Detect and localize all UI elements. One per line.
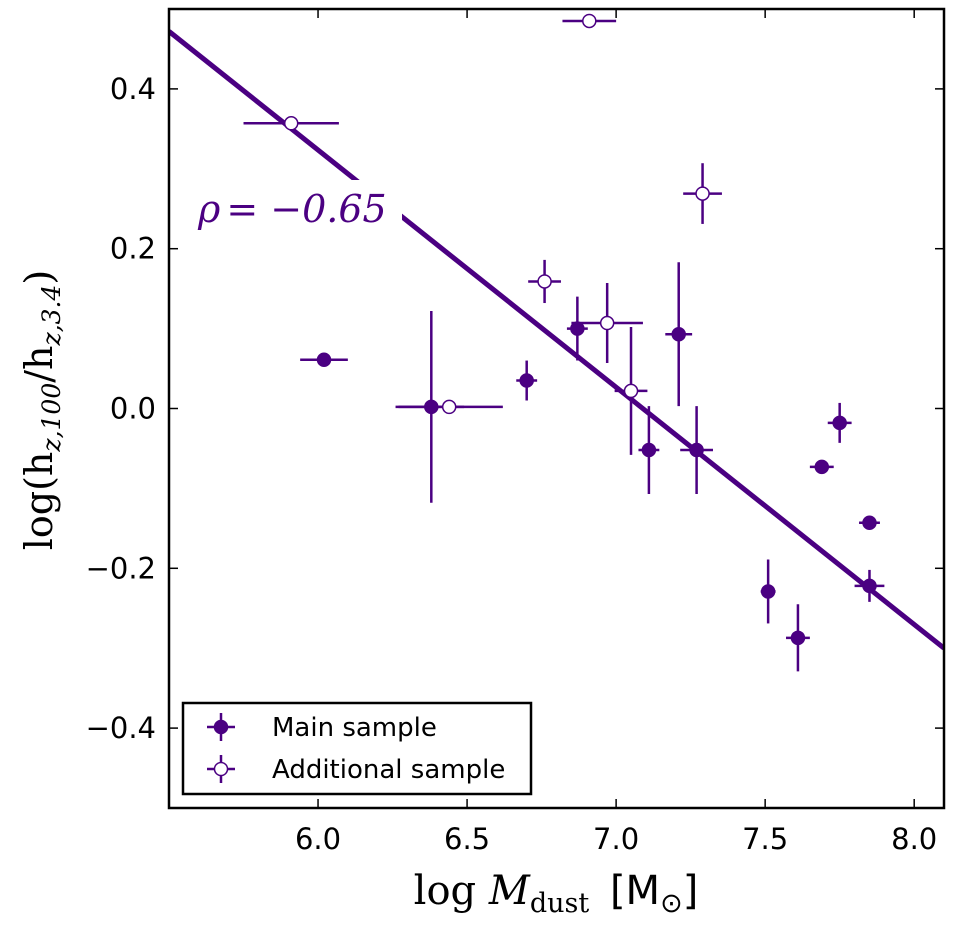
- y-axis-label-sub1: z,100: [37, 383, 66, 453]
- x-tick-label: 6.5: [444, 822, 490, 856]
- x-tick-label: 8.0: [891, 822, 937, 856]
- data-point: [689, 442, 704, 458]
- y-axis-label-sub2: z,3.4: [37, 285, 66, 347]
- x-tick-label: 7.5: [742, 822, 788, 856]
- y-axis-label-text: log(h: [17, 452, 61, 551]
- data-point: [599, 315, 615, 331]
- data-point: [832, 415, 847, 431]
- data-point: [760, 584, 776, 599]
- x-axis-label-prefix: log: [414, 868, 476, 914]
- data-point: [641, 442, 657, 458]
- legend: Main sample Additional sample: [181, 701, 533, 796]
- data-point: [671, 326, 686, 342]
- correlation-annotation: ρ = −0.65: [197, 187, 387, 231]
- data-point: [582, 13, 597, 29]
- rho-symbol: ρ: [197, 187, 221, 231]
- x-axis-label-subscript: dust: [530, 888, 590, 919]
- data-point: [790, 630, 806, 646]
- data-point: [537, 274, 552, 289]
- plot-area: [169, 13, 944, 672]
- legend-marker-additional: [207, 755, 235, 783]
- data-point: [862, 515, 877, 531]
- y-axis-label: log(hz,100/hz,3.4): [17, 270, 66, 551]
- y-tick-label: −0.2: [86, 551, 156, 585]
- y-tick-label: 0.2: [110, 232, 156, 266]
- legend-marker-main: [207, 713, 235, 741]
- data-point: [519, 373, 534, 388]
- data-point: [316, 352, 332, 368]
- x-axis-label-symbol: M: [488, 868, 531, 914]
- x-axis-label-unit-close: ]: [683, 868, 699, 914]
- x-tick-label: 6.0: [295, 822, 341, 856]
- y-tick-label: −0.4: [86, 711, 156, 745]
- x-axis-label: log Mdust [M⊙]: [414, 868, 699, 922]
- data-layer: [169, 13, 944, 672]
- legend-box: [181, 701, 533, 796]
- y-axis-label-close: ): [17, 270, 61, 285]
- y-tick-label: 0.0: [110, 392, 156, 426]
- y-tick-label: 0.4: [110, 72, 156, 106]
- plot-frame: [167, 7, 946, 810]
- y-axis-label-mid: /h: [17, 345, 61, 382]
- x-axis-label-unit-sub: ⊙: [660, 888, 683, 919]
- legend-label-main: Main sample: [272, 713, 437, 743]
- ticks-layer: 6.0 6.5 7.0 7.5 8.0 −0.4 −0.2 0.0 0.2 0.4: [86, 9, 944, 856]
- data-point: [862, 578, 877, 594]
- legend-markers: [207, 713, 235, 783]
- rho-value: = −0.65: [226, 187, 386, 231]
- data-point: [283, 116, 299, 131]
- series-additional-sample: [243, 13, 722, 455]
- data-point: [623, 383, 639, 399]
- fit-line: [169, 29, 944, 651]
- data-point: [814, 459, 830, 475]
- x-axis-label-unit: [M: [610, 868, 660, 914]
- x-tick-label: 7.0: [593, 822, 639, 856]
- data-point: [695, 186, 710, 201]
- annotation-background: [190, 180, 402, 238]
- data-point: [441, 399, 457, 415]
- legend-label-additional: Additional sample: [272, 755, 505, 785]
